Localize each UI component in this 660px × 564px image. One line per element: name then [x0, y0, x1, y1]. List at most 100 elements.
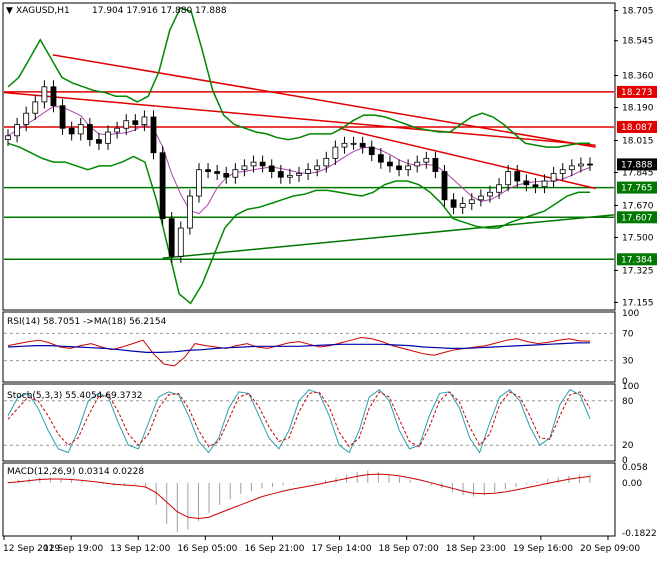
candle	[32, 101, 39, 114]
price-tick-label: 18.360	[622, 72, 654, 82]
rsi-tick-label: 0	[622, 377, 628, 387]
symbol-label: XAGUSD,H1	[16, 6, 70, 16]
stoch-tick-label: 0	[622, 456, 628, 466]
macd-tick-label: 0.00	[622, 479, 642, 489]
candle	[296, 173, 302, 176]
stoch-panel-frame	[2, 383, 616, 462]
candle	[214, 171, 221, 174]
rsi-layer	[4, 332, 614, 367]
trend-line-1	[3, 91, 596, 146]
candle	[568, 165, 575, 171]
candle	[277, 171, 284, 178]
candle	[223, 173, 230, 178]
candle	[14, 124, 20, 137]
stoch-tick-label: 100	[622, 382, 639, 392]
candle	[432, 157, 439, 172]
level-tag-label: 17.384	[621, 255, 653, 265]
stoch-tick-label: 20	[622, 441, 634, 451]
level-tag-1	[617, 120, 657, 133]
candle	[105, 131, 111, 144]
ohlc-label: 17.904 17.916 17.880 17.888	[92, 6, 227, 16]
candle	[177, 227, 184, 257]
bollinger-upper	[7, 6, 590, 148]
candle	[450, 199, 457, 208]
time-tick-label: 17 Sep 14:00	[312, 544, 372, 554]
candle	[123, 120, 130, 129]
candle	[241, 165, 248, 171]
candle	[514, 171, 521, 182]
level-tag-label: 17.607	[621, 213, 653, 223]
level-tag-4	[617, 253, 657, 266]
price-layer	[3, 6, 615, 305]
candle	[68, 127, 75, 135]
rsi-panel-frame	[2, 311, 616, 383]
candle	[523, 180, 530, 186]
macd-signal-line	[7, 473, 591, 520]
price-tick-label: 18.545	[622, 37, 654, 47]
candle	[159, 152, 166, 220]
level-tag-2	[617, 181, 657, 194]
candle	[114, 127, 121, 133]
rsi-label: RSI(14) 58.7051 ->MA(18) 56.2154	[7, 317, 167, 327]
current-price-tag	[617, 158, 657, 171]
axis-layer: 18.705 18.545 18.360 18.190 18.015 17.845 17.6…	[3, 7, 657, 554]
candle	[268, 165, 275, 172]
macd-tick-label: 0.058	[622, 463, 648, 473]
price-tick-label: 17.670	[622, 201, 654, 211]
candle	[77, 124, 84, 135]
candle	[578, 163, 584, 167]
price-tick-label: 17.325	[622, 266, 654, 276]
candle	[377, 154, 384, 163]
header-arrow-icon: ▼	[6, 6, 13, 16]
rsi-tick-label: 70	[622, 329, 634, 339]
macd-tick-label: -0.1822	[622, 529, 657, 539]
stoch-layer	[4, 389, 614, 454]
time-tick-label: 16 Sep 05:00	[177, 544, 237, 554]
candle	[5, 135, 11, 140]
price-panel-frame	[2, 2, 616, 311]
time-tick-label: 16 Sep 21:00	[244, 544, 304, 554]
rsi-tick-label: 100	[622, 309, 639, 319]
candle	[96, 139, 102, 144]
level-tag-label: 18.087	[621, 123, 653, 133]
price-tick-label: 18.705	[622, 7, 654, 17]
candle	[232, 169, 239, 178]
candle	[387, 161, 393, 167]
candle	[150, 116, 157, 154]
level-tag-label: 18.273	[621, 88, 653, 98]
candle	[196, 169, 202, 197]
price-tick-label: 17.500	[622, 233, 654, 243]
candle	[205, 169, 211, 172]
candle	[341, 142, 348, 148]
stoch-main-line	[7, 389, 591, 454]
candle	[477, 195, 484, 201]
current-price-label: 17.888	[621, 160, 653, 170]
time-tick-label: 12 Sep 2019	[3, 544, 60, 554]
macd-layer	[7, 470, 591, 533]
candle	[505, 171, 512, 186]
candle	[287, 174, 293, 178]
candle	[359, 142, 366, 148]
price-tick-label: 18.190	[622, 104, 654, 114]
candle	[86, 124, 93, 140]
candle	[186, 195, 193, 229]
candle	[496, 184, 502, 193]
time-tick-label: 20 Sep 09:00	[580, 544, 640, 554]
candle	[587, 163, 593, 166]
time-tick-label: 19 Sep 16:00	[513, 544, 573, 554]
candle	[314, 165, 321, 171]
candle	[323, 157, 330, 167]
stoch-label: Stoch(5,3,3) 55.4054 69.3732	[7, 391, 142, 401]
candle	[23, 112, 30, 125]
candle	[459, 203, 466, 208]
rsi-ma-line	[7, 342, 591, 353]
candle	[414, 161, 421, 167]
candle	[405, 165, 412, 171]
candle	[532, 184, 539, 188]
candle	[250, 161, 257, 167]
candle	[168, 218, 175, 257]
price-tick-label: 17.845	[622, 169, 654, 179]
level-tag-3	[617, 211, 657, 224]
